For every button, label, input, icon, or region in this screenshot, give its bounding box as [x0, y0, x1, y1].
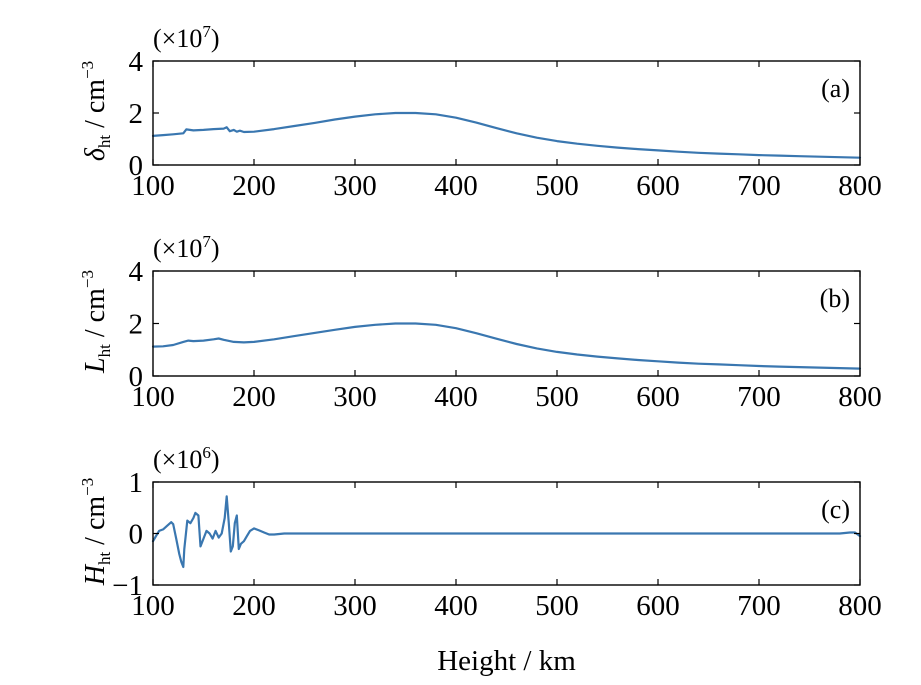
plot-frame	[152, 270, 861, 377]
y-axis-symbol: L	[80, 357, 111, 374]
x-tick-label: 700	[737, 590, 781, 622]
y-axis-unit-exponent: −3	[78, 478, 97, 496]
y-axis-subscript: ht	[95, 552, 114, 566]
x-tick-label: 500	[535, 381, 579, 413]
panel-c: 100 200 300 400 500 600 700 800 −1 0 1 (c) (×106) Hht…	[78, 443, 882, 677]
y-axis-label: Hht / cm−3	[78, 478, 114, 587]
scale-label-base: (×10	[153, 24, 202, 53]
scale-label-base: (×10	[153, 234, 202, 263]
y-axis-unit: / cm	[80, 79, 111, 135]
x-tick-label: 500	[535, 170, 579, 202]
series-line	[151, 111, 862, 159]
panel-a: 100 200 300 400 500 600 700 800 0 2 4 (a) (×107) δht …	[78, 22, 882, 202]
series-line	[151, 495, 862, 569]
x-tick-label: 700	[737, 381, 781, 413]
x-tick-label: 800	[838, 590, 882, 622]
y-axis-label: δht / cm−3	[78, 61, 114, 161]
y-tick-label: 0	[129, 519, 144, 551]
x-tick-label: 400	[434, 381, 478, 413]
y-tick-label: 2	[129, 98, 144, 130]
y-tick-label: 4	[129, 46, 144, 78]
plot-frame	[152, 60, 861, 166]
x-tick-label: 400	[434, 590, 478, 622]
scale-label-close: )	[211, 24, 220, 53]
x-tick-label: 500	[535, 590, 579, 622]
y-tick-label: 4	[129, 256, 144, 288]
x-tick-label: 400	[434, 170, 478, 202]
y-axis-unit: / cm	[80, 288, 111, 344]
panel-label: (c)	[821, 495, 850, 524]
x-tick-label: 100	[131, 170, 175, 202]
scale-label-base: (×10	[153, 445, 202, 474]
panel-label: (a)	[821, 74, 850, 103]
y-axis-subscript: ht	[95, 344, 114, 358]
scale-label-exponent: 6	[202, 443, 211, 462]
x-tick-label: 100	[131, 381, 175, 413]
y-axis-unit: / cm	[80, 496, 111, 552]
scale-label-exponent: 7	[202, 22, 211, 41]
x-tick-label: 300	[333, 590, 377, 622]
y-axis-symbol: δ	[80, 147, 111, 161]
x-tick-label: 200	[232, 590, 276, 622]
x-tick-label: 700	[737, 170, 781, 202]
x-tick-label: 100	[131, 590, 175, 622]
x-tick-label: 300	[333, 381, 377, 413]
y-tick-label: 1	[129, 467, 144, 499]
y-axis-symbol: H	[80, 563, 111, 586]
y-axis-unit-exponent: −3	[78, 270, 97, 288]
x-tick-label: 800	[838, 170, 882, 202]
scale-label: (×107)	[153, 22, 220, 53]
panel-label: (b)	[820, 284, 850, 313]
x-tick-label: 800	[838, 381, 882, 413]
x-axis-label: Height / km	[437, 645, 576, 677]
y-tick-label: −1	[112, 570, 143, 602]
x-tick-label: 600	[636, 170, 680, 202]
scale-label-close: )	[211, 234, 220, 263]
series-line	[151, 322, 862, 370]
x-tick-label: 200	[232, 170, 276, 202]
y-axis-unit-exponent: −3	[78, 61, 97, 79]
y-tick-label: 2	[129, 309, 144, 341]
scale-label-close: )	[211, 445, 220, 474]
scale-label: (×106)	[153, 443, 220, 474]
scale-label-exponent: 7	[202, 232, 211, 251]
x-tick-label: 200	[232, 381, 276, 413]
y-axis-subscript: ht	[95, 135, 114, 149]
y-tick-label: 0	[129, 150, 144, 182]
x-tick-label: 300	[333, 170, 377, 202]
x-tick-label: 600	[636, 590, 680, 622]
scale-label: (×107)	[153, 232, 220, 263]
y-tick-label: 0	[129, 361, 144, 393]
panel-b: 100 200 300 400 500 600 700 800 0 2 4 (b) (×107) Lht …	[78, 232, 882, 413]
y-axis-label: Lht / cm−3	[78, 270, 114, 374]
x-tick-label: 600	[636, 381, 680, 413]
